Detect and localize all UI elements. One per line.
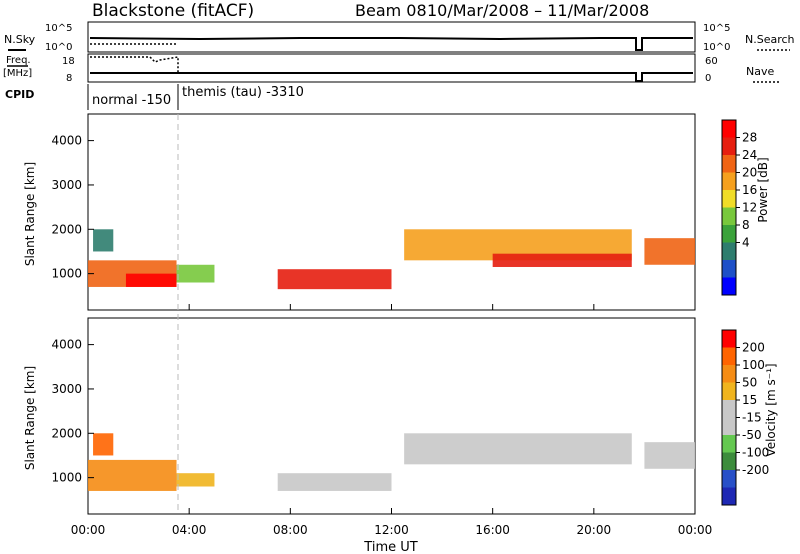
- power-colorbar-swatch-2: [722, 242, 736, 260]
- power-colorbar: 28 24 20 16 12 8 4: [721, 119, 757, 296]
- freq-tick-bottom: 8: [66, 73, 72, 84]
- velocity-ytick-label-2: 2000: [51, 426, 82, 440]
- power-colorbar-tick-label-5: 8: [742, 218, 750, 232]
- x-tick-label-1: 04:00: [172, 523, 207, 537]
- power-colorbar-swatch-5: [722, 190, 736, 208]
- power-colorbar-tick-label-0: 28: [742, 131, 757, 145]
- nsky-tick-top: 10^5: [45, 23, 72, 34]
- power-region-2: [176, 264, 215, 283]
- power-region-3: [93, 229, 114, 252]
- velocity-colorbar-tick-label-1: 100: [742, 358, 765, 372]
- power-ytick-label-3: 1000: [51, 267, 82, 281]
- power-colorbar-tick-label-1: 24: [742, 148, 757, 162]
- power-colorbar-swatch-8: [722, 137, 736, 155]
- power-region-1: [125, 273, 177, 287]
- velocity-ytick-label-1: 3000: [51, 382, 82, 396]
- power-y-axis: 4000 3000 2000 1000: [51, 134, 94, 281]
- station-title: Blackstone (fitACF): [92, 1, 254, 21]
- nave-label: Nave: [746, 65, 774, 78]
- nsky-label: N.Sky: [4, 33, 36, 46]
- velocity-heatmap: [88, 433, 695, 491]
- velocity-colorbar-swatch-9: [722, 330, 736, 348]
- power-heatmap: [88, 229, 695, 290]
- velocity-ylabel: Slant Range [km]: [23, 366, 37, 470]
- x-tick-label-5: 20:00: [577, 523, 612, 537]
- time-axis: 00:00 04:00 08:00 12:00 16:00 20:00 00:00: [71, 304, 713, 537]
- power-ytick-label-0: 4000: [51, 134, 82, 148]
- velocity-colorbar-tick-label-6: -100: [742, 446, 769, 460]
- nsearch-tick-top: 10^5: [703, 23, 730, 34]
- nsky-tick-bottom: 10^0: [45, 42, 72, 53]
- power-ytick-label-1: 3000: [51, 178, 82, 192]
- velocity-colorbar-swatch-6: [722, 382, 736, 400]
- velocity-colorbar-swatch-7: [722, 365, 736, 383]
- power-ylabel: Slant Range [km]: [23, 162, 37, 266]
- velocity-colorbar-tick-label-2: 50: [742, 376, 757, 390]
- freq-trace: [90, 72, 693, 82]
- power-region-7: [644, 238, 695, 265]
- velocity-colorbar-swatch-5: [722, 400, 736, 418]
- cpid-mode-1: normal -150: [92, 93, 171, 108]
- velocity-colorbar-swatch-0: [722, 487, 736, 505]
- power-colorbar-tick-label-6: 4: [742, 236, 750, 250]
- velocity-region-4: [404, 433, 632, 465]
- x-tick-label-6: 00:00: [678, 523, 713, 537]
- velocity-colorbar-swatch-1: [722, 470, 736, 488]
- x-axis-label: Time UT: [363, 540, 417, 554]
- cpid-label: CPID: [5, 88, 34, 101]
- velocity-colorbar-tick-label-4: -15: [742, 411, 762, 425]
- freq-tick-top: 18: [62, 56, 75, 67]
- nave-tick-top: 60: [705, 56, 718, 67]
- velocity-colorbar-swatch-2: [722, 452, 736, 470]
- velocity-colorbar-tick-label-5: -50: [742, 428, 762, 442]
- power-region-4: [277, 269, 392, 290]
- velocity-region-3: [277, 473, 392, 491]
- x-tick-label-2: 08:00: [273, 523, 308, 537]
- x-tick-label-0: 00:00: [71, 523, 106, 537]
- velocity-region-0: [88, 459, 177, 491]
- velocity-ytick-label-0: 4000: [51, 338, 82, 352]
- power-colorbar-swatch-7: [722, 155, 736, 173]
- velocity-colorbar: 200 100 50 15 -15 -50 -100 -200: [721, 329, 769, 506]
- power-colorbar-tick-label-3: 16: [742, 183, 757, 197]
- beam-label: Beam 08: [355, 1, 427, 20]
- date-range: 10/Mar/2008 – 11/Mar/2008: [427, 1, 649, 20]
- x-tick-label-4: 16:00: [475, 523, 510, 537]
- velocity-colorbar-label: Velocity [m s⁻¹]: [764, 363, 778, 456]
- nave-trace: [90, 56, 179, 73]
- power-colorbar-swatch-9: [722, 120, 736, 138]
- velocity-colorbar-swatch-8: [722, 347, 736, 365]
- power-colorbar-label: Power [dB]: [756, 157, 770, 222]
- power-colorbar-swatch-3: [722, 225, 736, 243]
- velocity-region-2: [176, 473, 215, 487]
- cpid-mode-2: themis (tau) -3310: [182, 85, 304, 100]
- nsearch-tick-bottom: 10^0: [703, 42, 730, 53]
- velocity-colorbar-tick-label-3: 15: [742, 393, 757, 407]
- power-colorbar-swatch-4: [722, 207, 736, 225]
- nsearch-label: N.Search: [745, 33, 795, 46]
- x-tick-label-3: 12:00: [374, 523, 409, 537]
- velocity-region-5: [644, 442, 695, 469]
- velocity-y-axis: 4000 3000 2000 1000: [51, 338, 94, 485]
- power-colorbar-tick-label-2: 20: [742, 166, 757, 180]
- velocity-colorbar-tick-label-0: 200: [742, 341, 765, 355]
- freq-label: Freq.: [6, 55, 31, 66]
- nsky-trace: [89, 37, 693, 51]
- power-colorbar-swatch-0: [722, 277, 736, 295]
- freq-unit-label: [MHz]: [3, 68, 32, 79]
- power-colorbar-swatch-6: [722, 172, 736, 190]
- velocity-colorbar-swatch-3: [722, 435, 736, 453]
- velocity-region-1: [93, 433, 114, 456]
- power-colorbar-swatch-1: [722, 260, 736, 278]
- velocity-colorbar-tick-label-7: -200: [742, 463, 769, 477]
- power-colorbar-tick-label-4: 12: [742, 201, 757, 215]
- power-region-6: [492, 253, 632, 267]
- velocity-colorbar-swatch-4: [722, 417, 736, 435]
- power-ytick-label-2: 2000: [51, 222, 82, 236]
- freq-panel: [87, 53, 696, 83]
- nave-tick-bottom: 0: [705, 73, 711, 84]
- velocity-ytick-label-3: 1000: [51, 471, 82, 485]
- nsky-panel: [87, 21, 696, 53]
